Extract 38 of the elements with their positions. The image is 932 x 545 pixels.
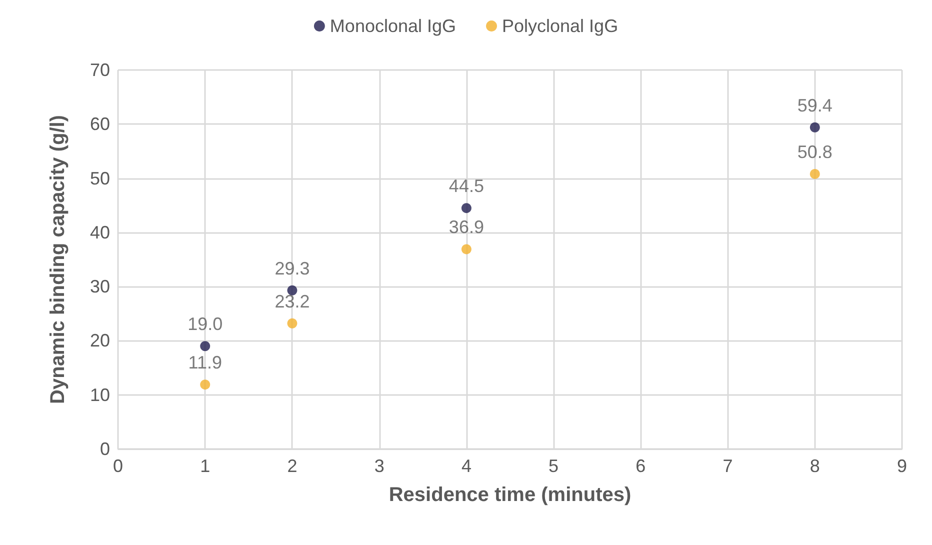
legend-label: Polyclonal IgG [502, 16, 618, 36]
data-label: 23.2 [274, 291, 310, 312]
y-tick-label: 50 [90, 168, 110, 188]
y-tick-label: 60 [90, 114, 110, 134]
y-tick-label: 10 [90, 384, 110, 405]
y-tick-label: 0 [100, 439, 110, 459]
y-tick-label: 20 [90, 330, 110, 351]
y-axis-title: Dynamic binding capacity (g/l) [47, 115, 69, 404]
legend-label: Monoclonal IgG [330, 16, 456, 36]
point [287, 318, 298, 328]
point [810, 168, 820, 179]
data-label: 11.9 [188, 352, 222, 373]
point [461, 244, 472, 254]
data-label: 36.9 [448, 217, 484, 238]
y-tick-label: 30 [90, 276, 110, 297]
data-label: 29.3 [274, 258, 310, 278]
x-tick-label: 9 [896, 456, 908, 476]
data-label: 19.0 [188, 314, 223, 334]
x-tick-label: 5 [548, 456, 559, 476]
data-label: 50.8 [797, 142, 832, 162]
y-tick-label: 40 [90, 222, 110, 242]
x-tick-label: 1 [200, 456, 210, 476]
data-label: 44.5 [448, 176, 484, 196]
y-tick-label: 70 [90, 60, 110, 80]
point [200, 341, 210, 352]
point [287, 285, 298, 296]
data-label: 59.4 [797, 95, 832, 116]
x-tick-label: 7 [722, 456, 733, 476]
x-tick-label: 6 [636, 456, 646, 476]
x-tick-label: 3 [374, 456, 384, 476]
x-tick-label: 8 [810, 456, 820, 476]
x-tick-label: 4 [461, 456, 472, 476]
point [200, 380, 210, 390]
point [810, 122, 820, 132]
x-tick-label: 2 [287, 456, 298, 476]
x-axis-title: Residence time (minutes) [388, 484, 632, 506]
point [461, 203, 472, 214]
x-tick-label: 0 [112, 456, 124, 476]
